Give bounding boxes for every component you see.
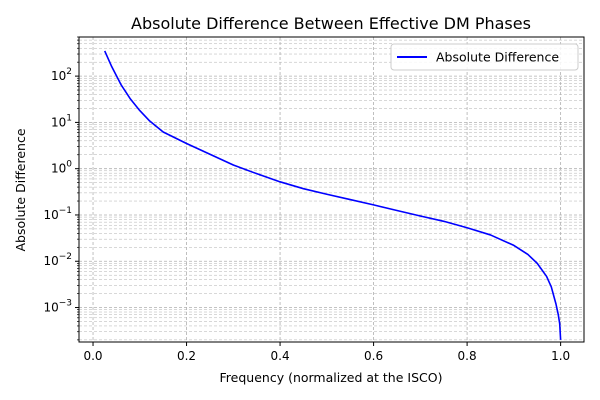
- legend-label: Absolute Difference: [436, 50, 559, 65]
- y-tick-base: 10: [43, 254, 58, 268]
- y-tick-exponent: 0: [66, 160, 72, 170]
- series-layer: [103, 50, 562, 340]
- x-tick-label: 0.8: [458, 349, 477, 363]
- y-tick-base: 10: [43, 208, 58, 222]
- y-tick-label: 100: [51, 160, 72, 176]
- y-tick-label: 10−2: [43, 252, 72, 268]
- x-tick-label: 0.2: [177, 349, 196, 363]
- y-tick-label: 10−3: [43, 299, 72, 315]
- legend-box: [390, 43, 579, 71]
- y-tick-label: 102: [51, 67, 72, 83]
- x-axis-label: Frequency (normalized at the ISCO): [220, 370, 443, 385]
- y-tick-base: 10: [51, 115, 66, 129]
- x-tick-label: 1.0: [551, 349, 570, 363]
- y-axis-label: Absolute Difference: [13, 128, 28, 251]
- y-tick-exponent: 2: [66, 67, 72, 77]
- x-tick-label: 0.0: [83, 349, 102, 363]
- y-tick-exponent: −3: [59, 299, 72, 309]
- x-tick-label: 0.6: [364, 349, 383, 363]
- chart-title: Absolute Difference Between Effective DM…: [131, 14, 531, 33]
- plot-frame: [78, 36, 585, 343]
- x-tick-label: 0.4: [271, 349, 290, 363]
- grid: [79, 36, 584, 342]
- y-tick-exponent: −2: [59, 252, 72, 262]
- y-tick-label: 10−1: [43, 206, 72, 222]
- series-line-absolute-difference: [103, 50, 562, 340]
- y-tick-exponent: 1: [66, 113, 72, 123]
- y-tick-base: 10: [51, 69, 66, 83]
- y-tick-base: 10: [43, 301, 58, 315]
- y-tick-base: 10: [51, 162, 66, 176]
- legend: Absolute Difference: [390, 43, 579, 71]
- y-tick-label: 101: [51, 113, 72, 129]
- y-tick-exponent: −1: [59, 206, 72, 216]
